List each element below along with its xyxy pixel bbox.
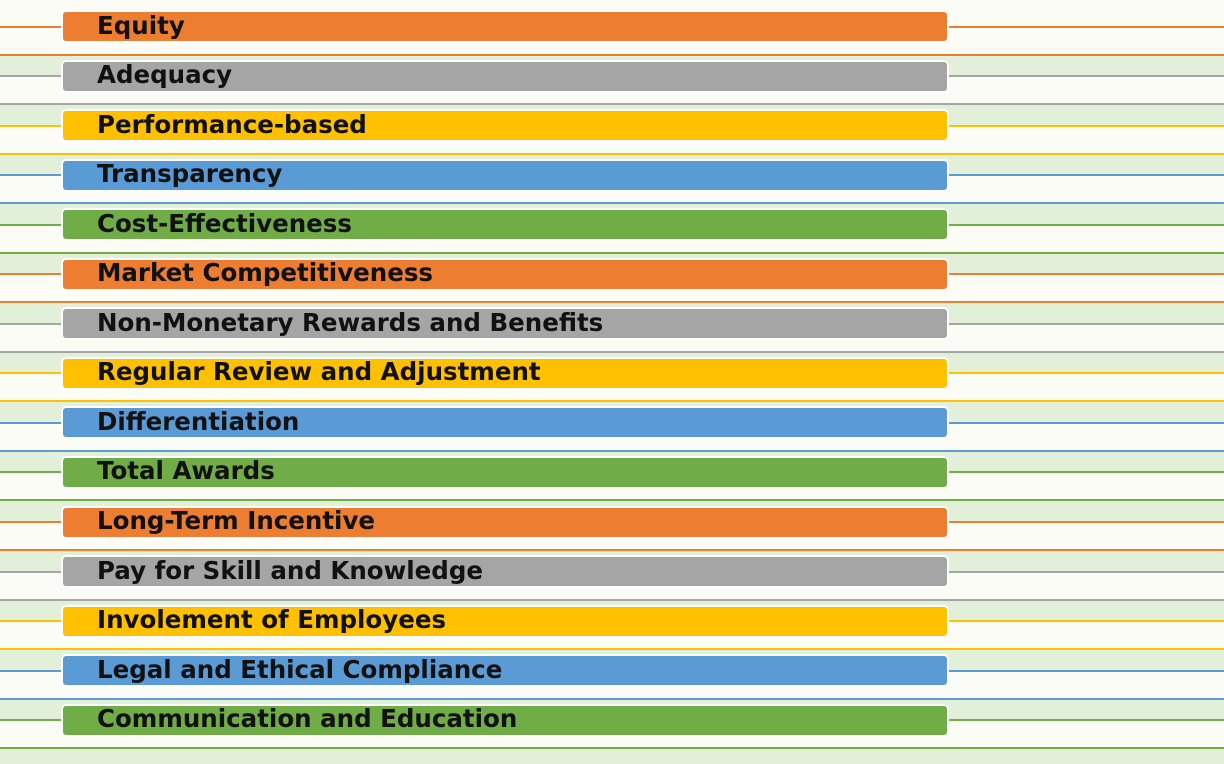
separator-line <box>0 747 1224 750</box>
item-bar <box>61 356 949 390</box>
item-bar <box>61 208 949 242</box>
item-bar <box>61 158 949 192</box>
background-band <box>0 749 1224 764</box>
item-bar <box>61 10 949 43</box>
item-label: Total Awards <box>97 456 275 486</box>
item-label: Involement of Employees <box>97 605 447 635</box>
item-label: Communication and Education <box>97 704 518 734</box>
item-label: Adequacy <box>97 60 233 90</box>
item-bar <box>61 703 949 737</box>
item-bar <box>61 555 949 589</box>
separator-line <box>0 598 1224 601</box>
item-label: Cost-Effectiveness <box>97 208 352 238</box>
separator-line <box>0 251 1224 254</box>
separator-line <box>0 53 1224 56</box>
item-label: Differentiation <box>97 406 300 436</box>
item-label: Pay for Skill and Knowledge <box>97 555 483 585</box>
separator-line <box>0 301 1224 304</box>
separator-line <box>0 648 1224 651</box>
separator-line <box>0 152 1224 155</box>
separator-line <box>0 103 1224 106</box>
item-label: Performance-based <box>97 109 367 139</box>
item-bar <box>61 604 949 638</box>
item-label: Market Competitiveness <box>97 258 434 288</box>
separator-line <box>0 499 1224 502</box>
item-bar <box>61 455 949 489</box>
item-label: Regular Review and Adjustment <box>97 357 541 387</box>
separator-line <box>0 549 1224 551</box>
separator-line <box>0 350 1224 353</box>
item-bar <box>61 654 949 688</box>
item-bar <box>61 406 949 440</box>
item-bar <box>61 257 949 291</box>
item-label: Long-Term Incentive <box>97 506 376 535</box>
item-bar <box>61 109 949 143</box>
item-bar <box>61 307 949 341</box>
separator-line <box>0 697 1224 700</box>
separator-line <box>0 400 1224 403</box>
item-label: Non-Monetary Rewards and Benefits <box>97 307 604 337</box>
separator-line <box>0 202 1224 205</box>
separator-line <box>0 449 1224 452</box>
item-label: Equity <box>97 10 185 40</box>
item-label: Transparency <box>97 159 283 189</box>
item-bar <box>61 505 949 539</box>
item-label: Legal and Ethical Compliance <box>97 654 503 684</box>
item-bar <box>61 59 949 93</box>
